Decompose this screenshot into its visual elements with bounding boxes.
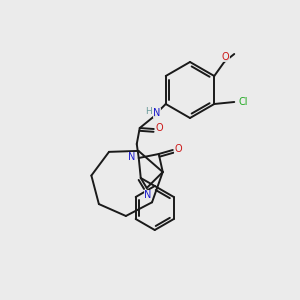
Text: O: O [221, 52, 229, 62]
Text: O: O [175, 144, 183, 154]
Text: N: N [144, 190, 152, 200]
Text: H: H [146, 106, 152, 116]
Text: N: N [153, 108, 160, 118]
Text: O: O [156, 123, 164, 133]
Text: Cl: Cl [238, 97, 248, 107]
Text: N: N [128, 152, 135, 162]
